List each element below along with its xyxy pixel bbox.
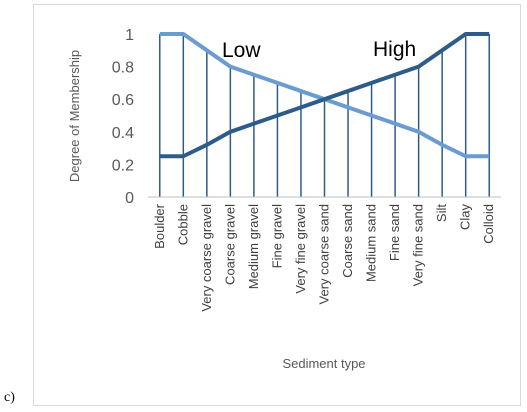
x-category-label: Colloid <box>481 204 496 244</box>
x-category-label: Very coarse sand <box>317 204 332 304</box>
x-category-label: Very fine sand <box>411 204 426 286</box>
series-lines <box>159 32 490 159</box>
y-tick-label: 0.4 <box>112 125 134 142</box>
x-axis-title: Sediment type <box>282 356 365 371</box>
drop-lines <box>159 34 490 197</box>
annotation-low: Low <box>222 39 261 62</box>
y-axis-title: Degree of Membership <box>67 50 82 182</box>
panel-label: c) <box>4 390 15 405</box>
x-category-label: Very coarse gravel <box>199 204 214 312</box>
x-category-label: Cobble <box>175 204 190 245</box>
x-category-label: Medium gravel <box>246 204 261 289</box>
chart-frame <box>33 4 521 406</box>
annotation-high: High <box>373 38 416 61</box>
x-category-label: Coarse sand <box>340 204 355 278</box>
y-tick-label: 0.6 <box>112 92 134 109</box>
series-line-2 <box>159 32 490 159</box>
x-category-label: Fine sand <box>387 204 402 261</box>
y-axis-ticks: 0 0.2 0.4 0.6 0.8 1 <box>112 27 134 207</box>
y-tick-label: 0 <box>125 190 134 207</box>
x-category-label: Boulder <box>152 203 167 248</box>
x-category-label: Coarse gravel <box>222 204 237 285</box>
x-axis-categories: Boulder Cobble Very coarse gravel Coarse gr… <box>152 203 496 311</box>
x-category-label: Very fine gravel <box>293 204 308 294</box>
x-category-label: Silt <box>434 204 449 222</box>
y-tick-label: 0.2 <box>112 157 134 174</box>
x-category-label: Medium sand <box>364 204 379 282</box>
x-category-label: Fine gravel <box>269 204 284 268</box>
y-tick-label: 0.8 <box>112 60 134 77</box>
x-category-label: Clay <box>458 204 473 231</box>
y-tick-label: 1 <box>125 27 134 44</box>
